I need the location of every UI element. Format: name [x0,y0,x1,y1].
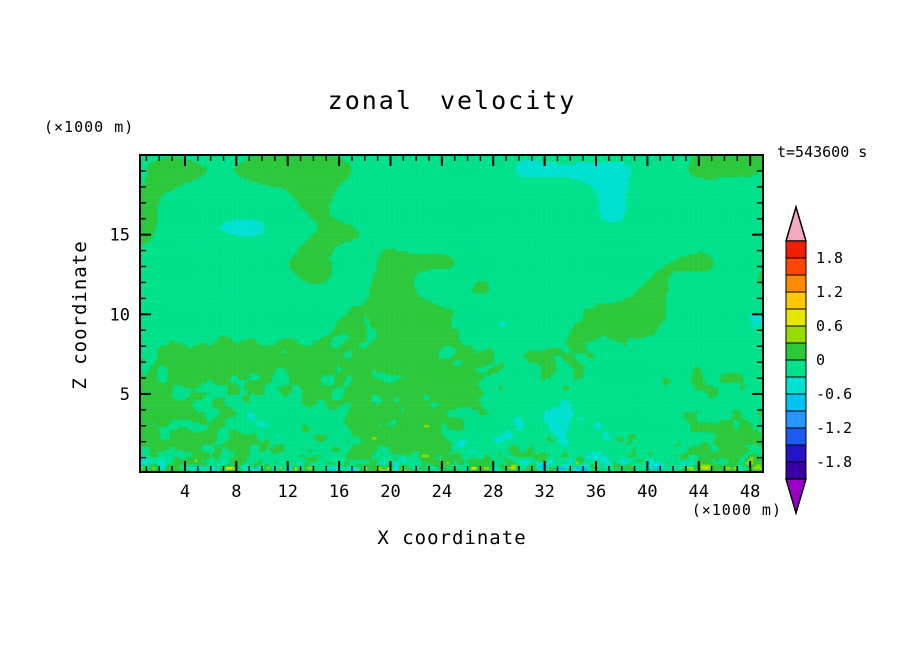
colorbar-segment [785,359,807,378]
colorbar-segment [785,444,807,463]
x-tick-label: 28 [483,482,503,502]
x-axis-title: X coordinate [377,527,527,549]
x-tick-label: 24 [432,482,452,502]
colorbar-segment [785,410,807,429]
colorbar-tick-label: -1.8 [816,453,852,471]
x-tick-label: 4 [180,482,190,502]
z-tick-label: 10 [110,305,130,325]
x-tick-label: 20 [380,482,400,502]
colorbar-segment [785,376,807,395]
z-tick-label: 15 [110,226,130,246]
colorbar-segment [785,274,807,293]
x-tick-label: 8 [231,482,241,502]
y-axis-units-label: (×1000 m) [44,118,135,136]
colorbar-segment [785,427,807,446]
x-axis-units-label: (×1000 m) [691,501,782,519]
chart-title: zonal velocity [327,86,577,115]
colorbar-segment [785,461,807,480]
colorbar-segment [785,308,807,327]
colorbar-tick-label: 0.6 [816,317,843,335]
colorbar-lower-arrow [784,478,808,516]
colorbar-tick-label: -0.6 [816,385,852,403]
contour-field-canvas [140,155,763,472]
colorbar-tick-label: 0 [816,351,825,369]
z-tick-label: 5 [120,385,130,405]
x-tick-label: 44 [689,482,709,502]
x-tick-label: 36 [586,482,606,502]
colorbar-segment [785,257,807,276]
colorbar-segment [785,240,807,259]
x-tick-label: 40 [637,482,657,502]
colorbar-upper-arrow [784,204,808,242]
colorbar-segment [785,342,807,361]
x-tick-label: 48 [740,482,760,502]
x-tick-label: 32 [534,482,554,502]
colorbar-segment [785,291,807,310]
x-tick-label: 12 [277,482,297,502]
colorbar-segment [785,393,807,412]
colorbar-segment [785,325,807,344]
colorbar-tick-label: 1.8 [816,249,843,267]
colorbar-tick-label: 1.2 [816,283,843,301]
x-tick-label: 16 [329,482,349,502]
colorbar-tick-label: -1.2 [816,419,852,437]
timestamp-label: t=543600 s [777,143,868,161]
y-axis-title: Z coordinate [69,240,91,390]
